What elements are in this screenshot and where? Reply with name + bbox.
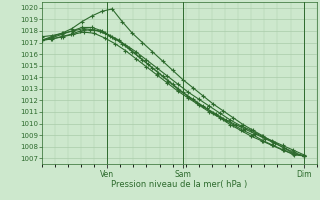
X-axis label: Pression niveau de la mer( hPa ): Pression niveau de la mer( hPa ) [111,180,247,189]
